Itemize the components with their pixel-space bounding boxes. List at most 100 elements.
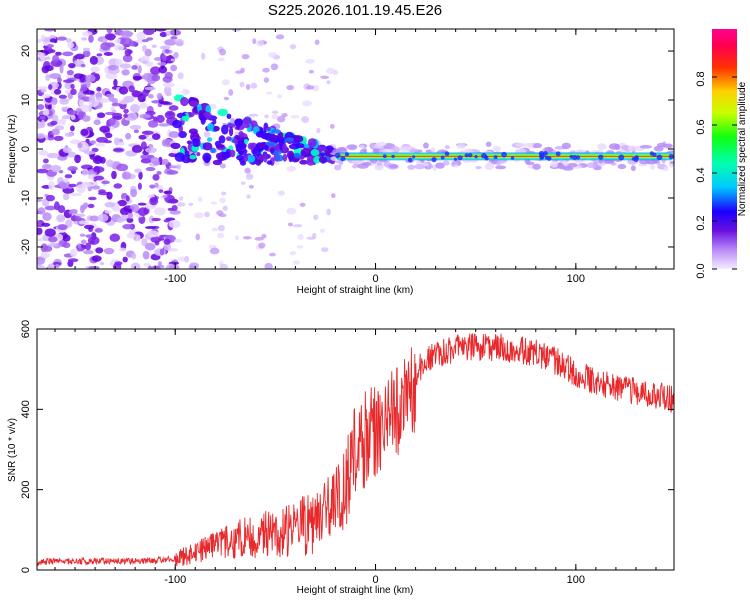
noise-blob <box>104 67 110 74</box>
carrier-halo <box>359 145 365 149</box>
noise-blob <box>37 207 46 215</box>
noise-blob <box>42 108 50 116</box>
noise-blob <box>130 124 142 130</box>
noise-blob <box>109 233 121 242</box>
noise-blob <box>286 207 297 215</box>
noise-blob <box>155 114 165 123</box>
noise-blob <box>161 54 167 62</box>
transition-blob <box>202 152 212 163</box>
transition-blob <box>313 155 321 164</box>
noise-blob <box>137 202 147 206</box>
noise-blob <box>163 219 171 223</box>
noise-blob <box>96 53 103 57</box>
noise-blob <box>93 175 105 181</box>
transition-blob <box>298 154 305 160</box>
noise-blob <box>326 80 331 85</box>
noise-blob <box>49 38 57 43</box>
noise-blob <box>241 53 250 60</box>
transition-blob <box>299 159 308 165</box>
noise-blob <box>70 114 76 120</box>
carrier-dot <box>382 154 387 159</box>
noise-blob <box>68 62 76 69</box>
noise-blob <box>83 250 94 255</box>
noise-blob <box>53 135 64 141</box>
noise-blob <box>124 48 132 57</box>
noise-blob <box>137 207 148 216</box>
carrier-halo <box>525 161 535 166</box>
colorbar-tick-label: 0.4 <box>695 167 707 182</box>
noise-blob <box>97 213 109 222</box>
noise-blob <box>119 63 132 69</box>
noise-blob <box>129 204 140 213</box>
y-tick-label: 400 <box>20 400 32 418</box>
carrier-halo <box>398 146 411 153</box>
noise-blob <box>37 51 44 58</box>
noise-blob <box>147 230 159 238</box>
snr-frame <box>36 328 675 571</box>
noise-blob <box>82 47 91 52</box>
noise-blob <box>44 228 56 237</box>
noise-blob <box>40 119 46 128</box>
noise-blob <box>46 152 59 159</box>
noise-blob <box>306 85 315 90</box>
noise-blob <box>319 228 326 233</box>
colorbar-tick-label: 0.6 <box>695 119 707 134</box>
carrier-dot <box>546 156 552 161</box>
carrier-halo <box>532 143 543 149</box>
carrier-halo <box>567 162 578 168</box>
noise-blob <box>127 112 138 121</box>
noise-blob <box>130 188 138 198</box>
transition-blob <box>271 129 282 134</box>
noise-blob <box>157 62 167 66</box>
noise-blob <box>145 147 157 154</box>
noise-blob <box>293 260 300 265</box>
noise-blob <box>312 232 317 239</box>
carrier-halo <box>548 147 553 153</box>
noise-blob <box>221 79 230 86</box>
noise-blob <box>264 262 273 269</box>
transition-blob <box>238 130 244 138</box>
noise-blob <box>96 136 109 143</box>
noise-blob <box>159 45 171 50</box>
carrier-halo <box>435 162 445 169</box>
noise-blob <box>158 189 164 193</box>
noise-blob <box>43 158 49 164</box>
noise-blob <box>138 134 147 140</box>
noise-blob <box>80 239 87 245</box>
noise-blob <box>145 137 154 142</box>
noise-blob <box>62 51 74 57</box>
y-tick-label: 0 <box>20 146 32 152</box>
noise-blob <box>141 130 154 135</box>
transition-blob <box>206 137 213 142</box>
noise-blob <box>103 51 113 56</box>
noise-blob <box>78 220 87 225</box>
noise-blob <box>80 104 91 113</box>
noise-blob <box>299 202 306 207</box>
noise-blob <box>40 243 48 253</box>
noise-blob <box>118 141 125 146</box>
carrier-halo <box>456 142 467 150</box>
noise-blob <box>79 75 85 82</box>
noise-blob <box>149 197 159 206</box>
snr-ylabel: SNR (10 * v/v) <box>7 418 18 482</box>
noise-blob <box>70 88 77 96</box>
noise-blob <box>77 142 83 149</box>
noise-blob <box>297 233 304 241</box>
noise-blob <box>98 189 106 194</box>
noise-blob <box>127 211 134 219</box>
transition-blob <box>278 131 284 139</box>
y-tick-label: -20 <box>20 239 32 255</box>
noise-blob <box>231 29 241 32</box>
noise-blob <box>57 77 62 83</box>
noise-blob <box>176 163 182 171</box>
noise-blob <box>104 201 116 208</box>
noise-blob <box>158 123 171 127</box>
noise-blob <box>287 222 294 227</box>
noise-blob <box>168 219 181 229</box>
noise-blob <box>95 142 106 147</box>
carrier-halo <box>369 143 375 148</box>
transition-blob <box>181 115 189 122</box>
noise-blob <box>248 113 259 117</box>
carrier-halo <box>361 161 372 167</box>
noise-blob <box>113 78 118 87</box>
